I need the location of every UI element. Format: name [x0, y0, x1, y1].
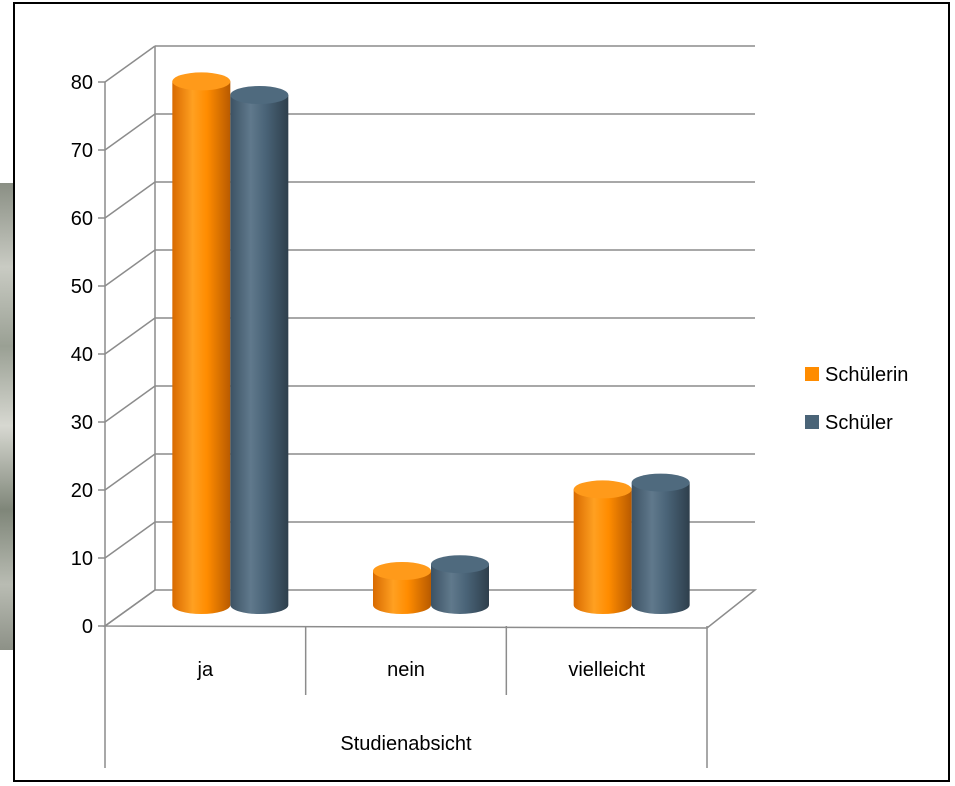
y-tick-label: 20 [71, 480, 93, 502]
x-tick-label: ja [197, 659, 214, 681]
legend-label: Schüler [825, 412, 893, 434]
y-tick-label: 70 [71, 140, 93, 162]
legend-item: Schüler [805, 412, 893, 434]
y-tick-label: 80 [71, 72, 93, 94]
gridline-depth [105, 250, 155, 286]
bar [574, 480, 632, 614]
y-tick-label: 30 [71, 412, 93, 434]
bar-body [172, 81, 230, 614]
legend: Schülerin Schüler [805, 364, 908, 434]
bar-top [230, 86, 288, 104]
bar [373, 562, 431, 614]
gridline-depth [105, 114, 155, 150]
bar-body [632, 483, 690, 614]
bar-body [574, 489, 632, 614]
legend-swatch [805, 415, 819, 429]
bar-top [574, 480, 632, 498]
y-axis-ticks: 0 10 20 30 40 50 60 70 80 [71, 72, 105, 638]
bar-top [632, 474, 690, 492]
x-tick-label: vielleicht [568, 659, 645, 681]
x-axis-title: Studienabsicht [340, 733, 472, 755]
legend-item: Schülerin [805, 364, 908, 386]
gridline-depth [105, 318, 155, 354]
gridline-depth [105, 46, 155, 82]
bar-top [373, 562, 431, 580]
bar-top [431, 555, 489, 573]
legend-label: Schülerin [825, 364, 908, 386]
x-axis: ja nein vielleicht Studienabsicht [105, 626, 707, 768]
gridline-depth [105, 386, 155, 422]
y-tick-label: 0 [82, 616, 93, 638]
bar-body [230, 95, 288, 614]
gridline-depth [105, 182, 155, 218]
bar-top [172, 72, 230, 90]
gridline-depth [105, 522, 155, 558]
bar [632, 474, 690, 614]
bar-series [172, 72, 689, 614]
y-tick-label: 40 [71, 344, 93, 366]
y-tick-label: 50 [71, 276, 93, 298]
bar [230, 86, 288, 614]
y-tick-label: 60 [71, 208, 93, 230]
legend-swatch [805, 367, 819, 381]
bar [431, 555, 489, 614]
x-tick-label: nein [387, 659, 425, 681]
y-tick-label: 10 [71, 548, 93, 570]
bar [172, 72, 230, 614]
gridline-depth [105, 454, 155, 490]
